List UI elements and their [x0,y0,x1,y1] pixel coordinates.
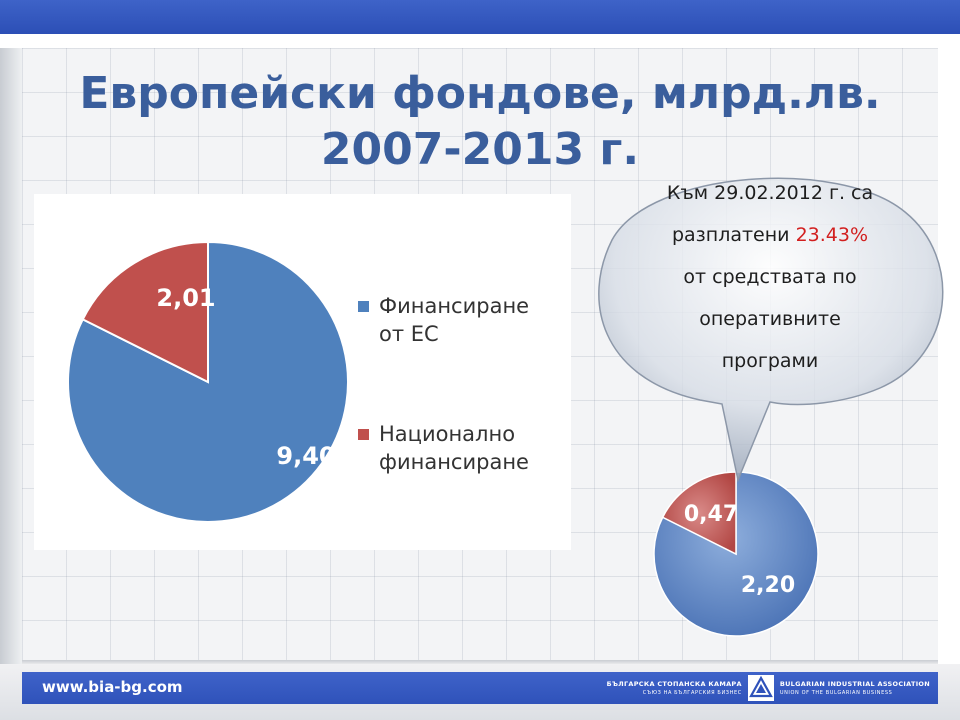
legend-item-eu-funding: Финансиране от ЕС [358,292,529,348]
main-pie-slice-red [81,240,209,384]
legend-label-national-funding-line1: Национално [379,422,516,446]
org-name-bg: БЪЛГАРСКА СТОПАНСКА КАМАРА [606,680,742,688]
main-pie-chart: 9,40 2,01 [67,240,349,523]
callout-line1: Към 29.02.2012 г. са [666,182,874,204]
main-pie-label-red: 2,01 [156,284,215,312]
legend-swatch-national-funding [358,429,369,440]
org-name-en: BULGARIAN INDUSTRIAL ASSOCIATION [779,680,930,688]
small-pie-slice-red [661,471,737,556]
slide-title-line1: Европейски фондове, млрд.лв. [79,68,881,119]
slide-title-line2: 2007-2013 г. [320,124,640,175]
callout-percentage: 23.43% [795,224,869,246]
small-pie-chart: 2,20 0,47 [653,471,819,637]
main-pie-chart-panel: 9,40 2,01 [34,194,571,550]
org-subtitle-bg: СЪЮЗ НА БЪЛГАРСКИЯ БИЗНЕС [642,690,742,696]
legend-swatch-eu-funding [358,301,369,312]
organization-logo-block: БЪЛГАРСКА СТОПАНСКА КАМАРА СЪЮЗ НА БЪЛГА… [607,675,930,701]
footer-shadow [22,660,938,664]
callout-line3: от средствата по [683,266,857,288]
slide-left-edge [0,48,22,664]
small-pie-slice-blue [653,471,819,637]
org-subtitle-en: UNION OF THE BULGARIAN BUSINESS [779,690,893,696]
callout-line2-text: разплатени [671,224,796,246]
small-pie-label-blue: 2,20 [741,573,795,598]
callout-line5: програми [721,350,819,372]
main-pie-label-blue: 9,40 [276,442,335,470]
callout-bubble-shape [598,177,944,483]
legend-label-national-funding-line2: финансиране [379,450,529,474]
legend-label-eu-funding-line1: Финансиране [379,294,530,318]
small-pie-label-red: 0,47 [684,502,738,527]
legend-item-national-funding: Национално финансиране [358,420,529,476]
slide-title: Европейски фондове, млрд.лв. 2007-2013 г… [0,66,960,178]
top-header-band [0,0,960,34]
footer-bar: www.bia-bg.com БЪЛГАРСКА СТОПАНСКА КАМАР… [22,672,938,704]
callout-line2: разплатени 23.43% [620,214,920,256]
callout-line4: оперативните [699,308,841,330]
bia-logo-icon [747,675,774,701]
footer-website-link[interactable]: www.bia-bg.com [42,678,183,696]
callout-text: Към 29.02.2012 г. са разплатени 23.43% о… [620,172,920,382]
legend-label-eu-funding-line2: от ЕС [379,322,439,346]
